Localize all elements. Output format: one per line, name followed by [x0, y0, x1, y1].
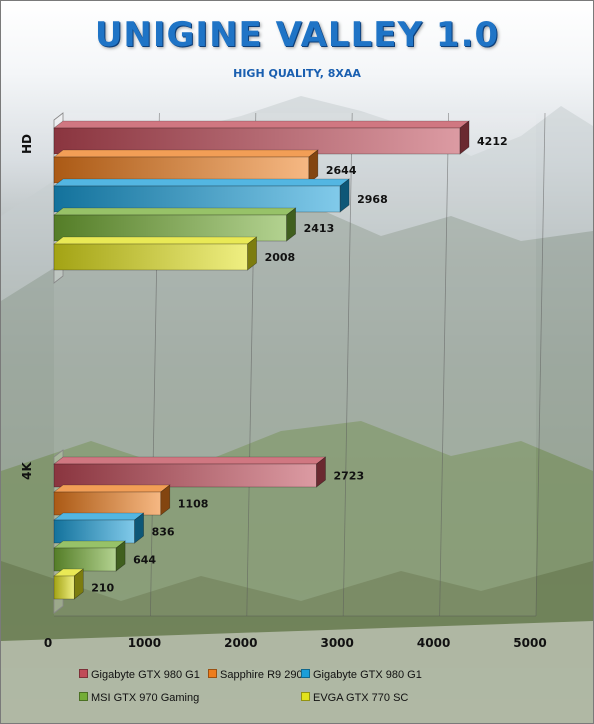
value-label: 4212 — [477, 135, 508, 148]
value-label: 2968 — [357, 193, 388, 206]
bar-hd-1 — [53, 120, 470, 155]
gridline — [342, 112, 353, 617]
value-label: 836 — [152, 526, 175, 539]
value-label: 1108 — [178, 498, 209, 511]
x-tick-label: 2000 — [224, 636, 257, 650]
x-tick-label: 5000 — [513, 636, 546, 650]
bar-4k-4 — [53, 540, 126, 572]
bar-4k-5 — [53, 568, 85, 600]
bar-hd-5 — [53, 236, 258, 271]
value-label: 2723 — [333, 470, 364, 483]
bar-4k-3 — [53, 512, 145, 544]
gridline — [439, 112, 449, 617]
bar-4k-2 — [53, 484, 171, 516]
chart-subtitle: HIGH QUALITY, 8XAA — [233, 67, 361, 80]
value-label: 210 — [91, 582, 114, 595]
x-tick-label: 4000 — [417, 636, 450, 650]
value-label: 2644 — [326, 164, 357, 177]
gridline — [535, 112, 546, 617]
value-label: 644 — [133, 554, 156, 567]
bar-hd-3 — [53, 178, 350, 213]
category-label-hd: HD — [20, 134, 34, 154]
bar-hd-2 — [53, 149, 319, 184]
value-label: 2413 — [304, 222, 335, 235]
x-tick-label: 0 — [44, 636, 52, 650]
x-tick-label: 1000 — [128, 636, 161, 650]
bar-hd-4 — [53, 207, 297, 242]
chart-title: UNIGINE VALLEY 1.0 — [94, 15, 500, 55]
category-label-4k: 4K — [20, 461, 34, 479]
value-label: 2008 — [265, 251, 296, 264]
bar-4k-1 — [53, 456, 327, 488]
x-tick-label: 3000 — [320, 636, 353, 650]
